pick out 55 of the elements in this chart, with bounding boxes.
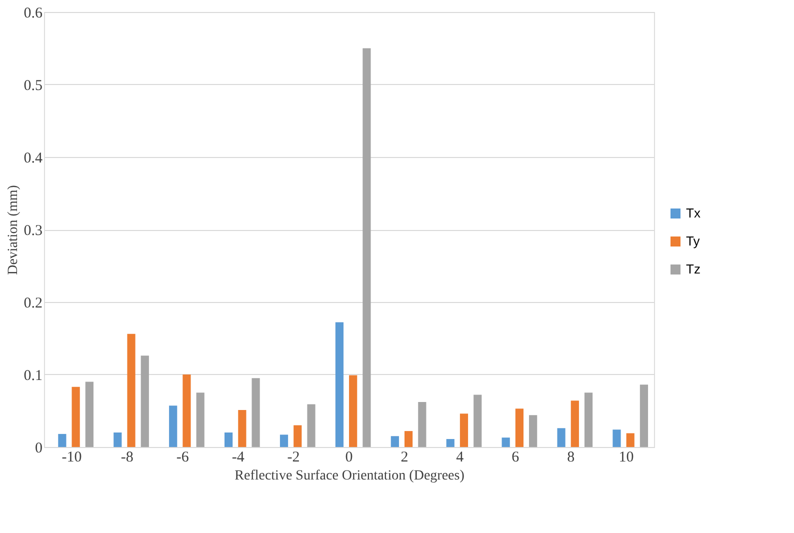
y-tick-label: 0.2 [24, 296, 42, 312]
x-tick-label: 10 [618, 450, 634, 466]
x-tick-label: -2 [287, 450, 300, 466]
bar [280, 434, 288, 447]
y-tick-label: 0.5 [24, 78, 42, 94]
x-tick-label: 0 [345, 450, 353, 466]
bar [584, 392, 593, 447]
legend-label: Tx [686, 206, 701, 220]
bar [335, 322, 344, 447]
bar [238, 410, 246, 447]
x-tick-label: 8 [567, 450, 575, 466]
bar [446, 439, 454, 447]
bar [515, 408, 524, 447]
y-tick-label: 0.1 [24, 368, 42, 384]
bar [570, 400, 579, 447]
bar [418, 402, 426, 447]
legend-label: Tz [686, 262, 700, 276]
bar [294, 425, 302, 447]
bar [140, 356, 149, 447]
bar [58, 434, 66, 447]
bar [196, 392, 204, 447]
bar [474, 394, 482, 447]
bar [72, 386, 80, 447]
bar [169, 406, 178, 447]
bar [307, 404, 316, 447]
bar [557, 428, 566, 447]
bar [114, 432, 122, 447]
bar [182, 374, 191, 447]
bar [85, 382, 94, 447]
bar [252, 378, 260, 447]
bar [362, 48, 371, 447]
x-tick-label: 4 [456, 450, 464, 466]
bar [224, 432, 233, 447]
x-tick-label: 6 [512, 450, 520, 466]
bar [626, 433, 634, 447]
bar [390, 436, 399, 447]
x-tick-label: -8 [120, 450, 134, 466]
bar [529, 415, 538, 447]
x-tick-label: -10 [62, 450, 82, 466]
x-axis-title: Reflective Surface Orientation (Degrees) [234, 468, 465, 484]
y-tick-label: 0.3 [24, 223, 42, 239]
bar [460, 414, 468, 447]
x-tick-label: 2 [400, 450, 408, 466]
y-tick-label: 0.6 [24, 6, 43, 22]
bar [404, 431, 413, 447]
x-tick-label: -6 [176, 450, 190, 466]
legend-label: Ty [686, 234, 700, 248]
bar [640, 384, 648, 447]
x-tick-label: -4 [232, 450, 245, 466]
bar [127, 334, 136, 447]
bar [612, 430, 621, 447]
bar [502, 438, 510, 447]
y-axis-title: Deviation (mm) [6, 184, 21, 275]
y-tick-label: 0.4 [24, 150, 43, 166]
bar [349, 375, 358, 447]
